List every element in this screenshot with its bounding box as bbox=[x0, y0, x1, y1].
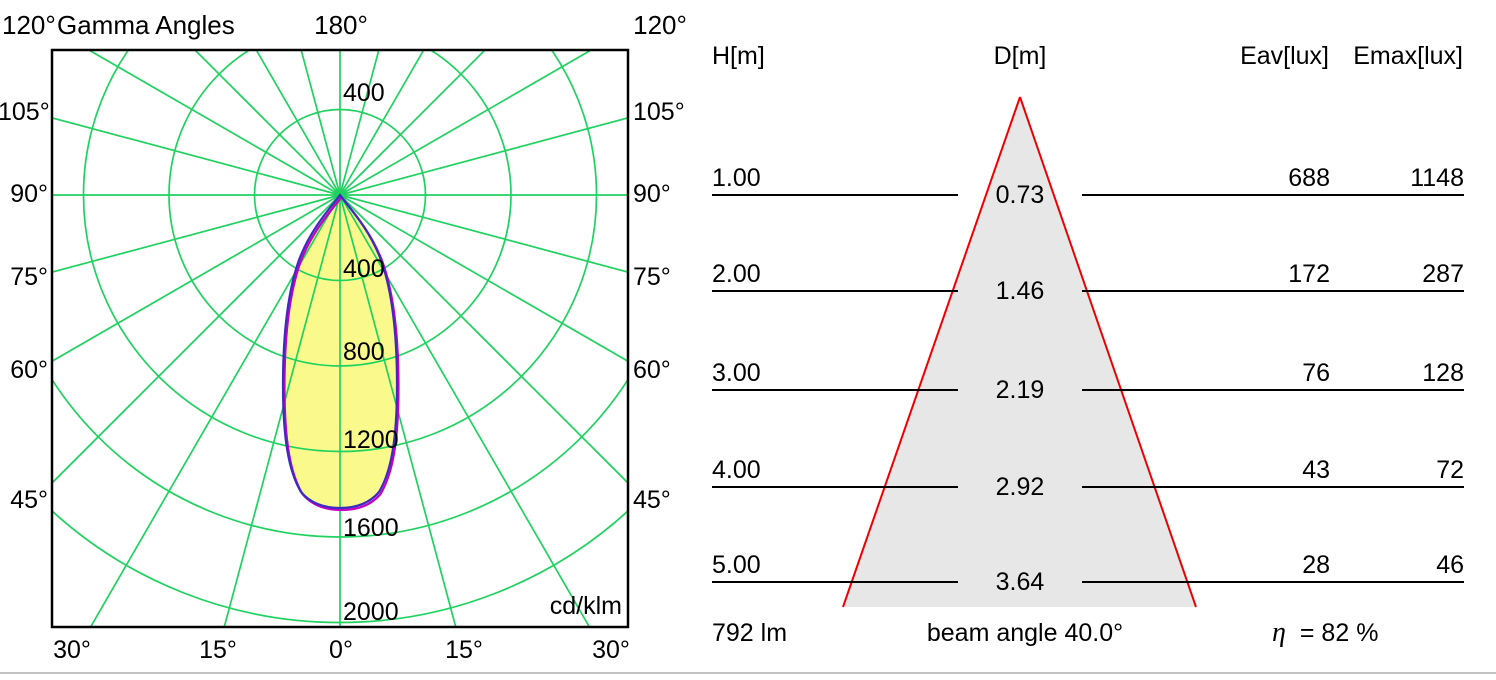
col-header-eav: Eav[lux] bbox=[1240, 42, 1329, 70]
gamma-right-105: 105° bbox=[633, 98, 685, 126]
emax-value: 72 bbox=[1436, 456, 1464, 484]
gamma-left-45: 45° bbox=[10, 486, 48, 514]
height-value: 5.00 bbox=[712, 551, 761, 579]
gamma-left-105: 105° bbox=[0, 98, 50, 126]
diameter-value: 1.46 bbox=[995, 277, 1045, 305]
emax-value: 128 bbox=[1422, 359, 1464, 387]
gamma-right-45: 45° bbox=[633, 486, 671, 514]
gamma-top-center-label: 180° bbox=[314, 10, 368, 40]
eav-value: 688 bbox=[1288, 164, 1330, 192]
col-header-height: H[m] bbox=[712, 42, 765, 70]
eav-value: 28 bbox=[1302, 551, 1330, 579]
diameter-value: 2.92 bbox=[995, 473, 1045, 501]
polar-grid-rays bbox=[52, 50, 628, 627]
gamma-right-60: 60° bbox=[633, 356, 671, 384]
polar-chart-title: Gamma Angles bbox=[57, 10, 235, 40]
gamma-top-right-label: 120° bbox=[633, 10, 687, 40]
gamma-left-60: 60° bbox=[10, 356, 48, 384]
height-value: 4.00 bbox=[712, 456, 761, 484]
eav-value: 172 bbox=[1288, 260, 1330, 288]
row-line-left bbox=[712, 389, 958, 391]
height-value: 2.00 bbox=[712, 260, 761, 288]
gamma-top-left-label: 120° bbox=[2, 10, 56, 40]
row-line-left bbox=[712, 581, 958, 583]
efficiency-value: η = 82 % bbox=[1272, 618, 1378, 648]
diameter-value: 2.19 bbox=[995, 376, 1045, 404]
row-line-right bbox=[1082, 581, 1464, 583]
col-header-diameter: D[m] bbox=[993, 42, 1047, 70]
row-line-right bbox=[1082, 389, 1464, 391]
beam-cone-fill bbox=[843, 97, 1196, 607]
radial-tick-800: 800 bbox=[343, 338, 385, 366]
diameter-value: 0.73 bbox=[995, 181, 1045, 209]
row-line-right bbox=[1082, 486, 1464, 488]
intensity-unit-label: cd/klm bbox=[549, 592, 622, 620]
eta-symbol: η bbox=[1272, 617, 1286, 648]
luminous-flux-value: 792 lm bbox=[712, 619, 788, 647]
eav-value: 76 bbox=[1302, 359, 1330, 387]
gamma-bottom-30R: 30° bbox=[592, 636, 630, 664]
emax-value: 46 bbox=[1436, 551, 1464, 579]
emax-value: 287 bbox=[1422, 260, 1464, 288]
row-line-left bbox=[712, 486, 958, 488]
gamma-bottom-15L: 15° bbox=[199, 636, 237, 664]
diameter-value: 3.64 bbox=[995, 568, 1045, 596]
gamma-left-75: 75° bbox=[10, 263, 48, 291]
beam-cone bbox=[842, 96, 1197, 608]
radial-tick-1200: 1200 bbox=[343, 426, 399, 454]
gamma-bottom-0: 0° bbox=[329, 636, 353, 664]
beam-cone-right-edge bbox=[1019, 96, 1197, 608]
efficiency-text: = 82 % bbox=[1299, 619, 1379, 647]
beam-angle-value: beam angle 40.0° bbox=[926, 619, 1124, 647]
bottom-divider bbox=[0, 672, 1496, 674]
height-value: 1.00 bbox=[712, 164, 761, 192]
row-line-right bbox=[1082, 194, 1464, 196]
height-value: 3.00 bbox=[712, 359, 761, 387]
radial-tick-1600: 1600 bbox=[343, 514, 399, 542]
beam-curve-c0 bbox=[281, 193, 399, 510]
gamma-right-75: 75° bbox=[633, 263, 671, 291]
polar-chart-border bbox=[50, 48, 630, 629]
gamma-left-90: 90° bbox=[10, 180, 48, 208]
row-line-left bbox=[712, 194, 958, 196]
beam-cone-left-edge bbox=[842, 96, 1021, 608]
row-line-left bbox=[712, 290, 958, 292]
radial-tick-400: 400 bbox=[343, 255, 385, 283]
col-header-emax: Emax[lux] bbox=[1353, 42, 1463, 70]
radial-tick-400-upper: 400 bbox=[343, 79, 385, 107]
gamma-right-90: 90° bbox=[633, 180, 671, 208]
row-line-right bbox=[1082, 290, 1464, 292]
radial-tick-2000: 2000 bbox=[343, 598, 399, 626]
gamma-bottom-15R: 15° bbox=[445, 636, 483, 664]
emax-value: 1148 bbox=[1410, 164, 1464, 192]
eav-value: 43 bbox=[1302, 456, 1330, 484]
gamma-bottom-30L: 30° bbox=[53, 636, 91, 664]
polar-diagram bbox=[52, 50, 628, 627]
